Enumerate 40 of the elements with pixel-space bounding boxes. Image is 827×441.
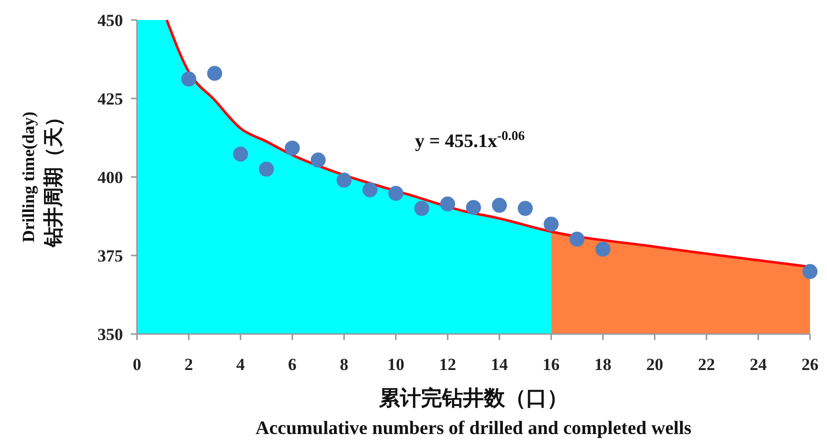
x-tick-label: 26: [802, 355, 818, 374]
x-tick-label: 6: [288, 355, 297, 374]
point: [233, 146, 248, 162]
x-tick-label: 18: [594, 355, 612, 374]
x-tick-label: 0: [132, 355, 142, 374]
point: [336, 172, 352, 188]
point: [207, 66, 222, 81]
y-tick-label: 375: [98, 246, 123, 266]
point: [466, 200, 481, 215]
point: [362, 182, 378, 198]
x-tick-label: 12: [439, 355, 456, 374]
point: [181, 72, 196, 87]
point: [595, 242, 610, 257]
x-tick-label: 14: [490, 355, 508, 374]
point: [440, 196, 456, 212]
annotation: y = 455.1x$^{-0.06}$: [415, 128, 526, 152]
point: [518, 200, 533, 216]
y-tick-label: 350: [98, 324, 123, 344]
y-tick-label: 400: [98, 168, 123, 187]
x-tick-label: 16: [542, 355, 560, 374]
y-axis-title: Drilling time(day) 钻井周期（天）: [19, 107, 65, 248]
x-tick-label: 10: [387, 355, 404, 374]
x-tick-label: 2: [184, 355, 194, 374]
x-axis-title: 累计完钻井数（口） Accumulative numbers of drilled and completed wells: [256, 386, 692, 439]
point: [570, 232, 585, 247]
x-tick-label: 24: [750, 355, 768, 374]
point: [492, 198, 507, 213]
y-tick-label: 450: [98, 10, 123, 30]
point: [414, 200, 430, 216]
point: [284, 140, 300, 156]
point: [388, 186, 404, 201]
point: [544, 216, 559, 232]
x-tick-label: 22: [698, 355, 715, 374]
point: [258, 162, 274, 177]
y-tick-label: 425: [98, 89, 123, 108]
x-tick-label: 8: [340, 355, 348, 374]
point: [310, 152, 326, 168]
x-tick-label: 4: [236, 355, 246, 374]
x-tick-label: 20: [646, 355, 664, 374]
point: [802, 264, 818, 280]
